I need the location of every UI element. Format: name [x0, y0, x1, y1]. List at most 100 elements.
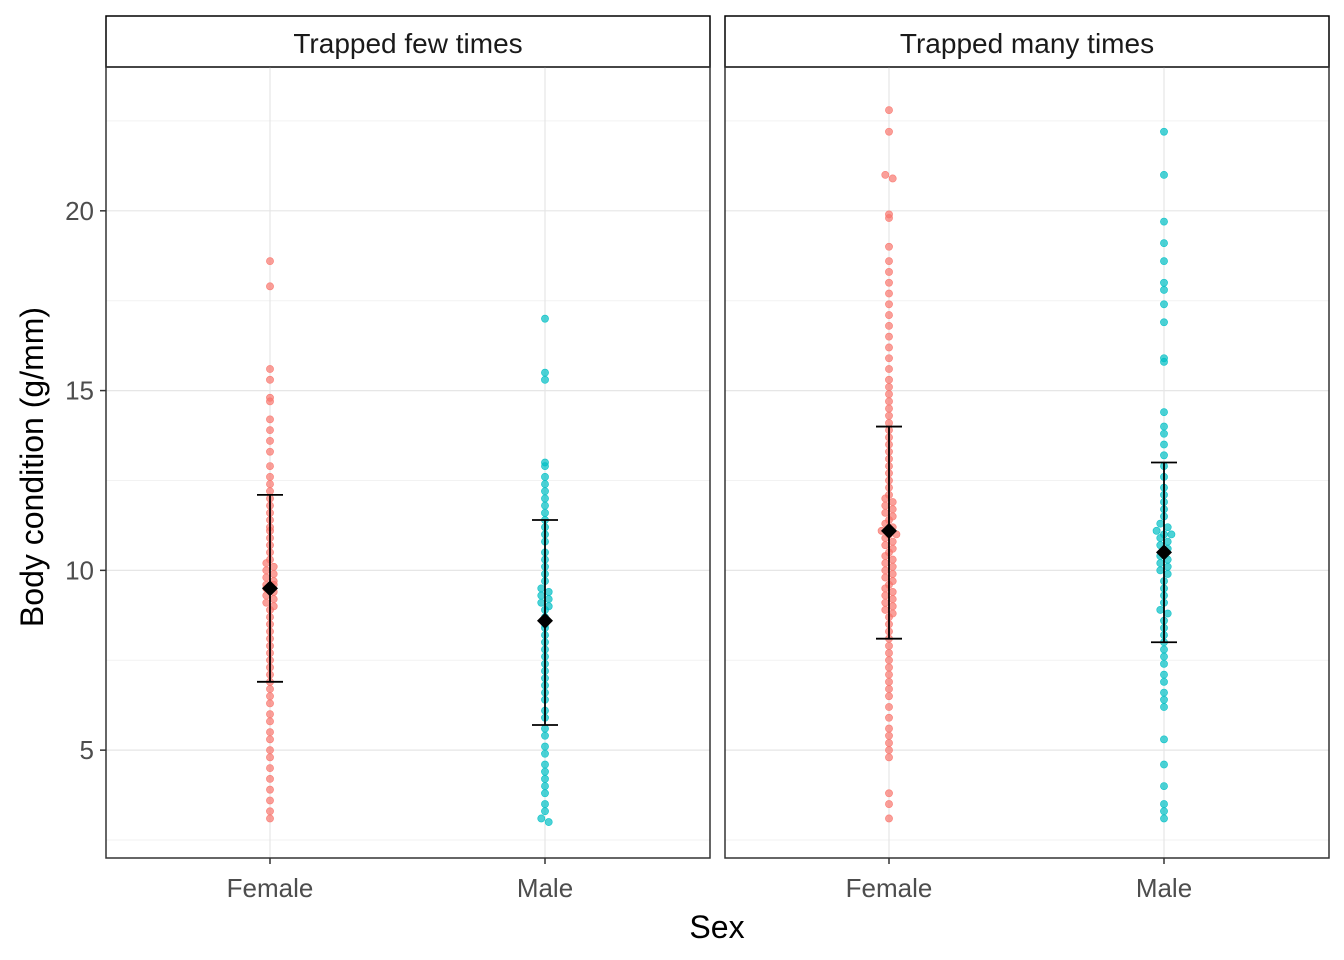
data-point-male — [537, 591, 546, 600]
data-point-female — [262, 598, 271, 607]
data-point-female — [885, 289, 893, 298]
data-point-female — [885, 242, 893, 251]
data-point-female — [266, 735, 274, 744]
data-point-male — [541, 800, 549, 808]
data-point-female — [881, 170, 890, 179]
data-point-male — [1160, 659, 1168, 668]
data-point-female — [888, 570, 897, 578]
data-point-male — [1160, 318, 1168, 327]
data-point-female — [266, 699, 274, 708]
data-point-female — [266, 685, 274, 693]
data-point-female — [885, 670, 893, 679]
data-point-female — [885, 404, 893, 413]
data-point-female — [266, 764, 274, 773]
x-tick-label-male-1: Male — [517, 873, 573, 903]
data-point-female — [888, 555, 897, 564]
data-point-female — [266, 814, 274, 823]
data-point-female — [888, 537, 897, 546]
data-point-male — [1160, 807, 1168, 816]
facet-panel-1: Trapped few times Female Male — [105, 15, 711, 903]
data-point-male — [541, 767, 549, 776]
data-point-male — [541, 462, 549, 470]
facet-strip-label-2: Trapped many times — [900, 28, 1154, 59]
data-point-male — [1160, 127, 1168, 136]
y-tick-label: 10 — [65, 555, 94, 585]
data-point-male — [1160, 670, 1168, 679]
data-point-female — [885, 419, 893, 427]
data-point-female — [881, 591, 890, 600]
data-point-female — [881, 606, 890, 614]
x-axis-title: Sex — [689, 909, 744, 945]
data-point-male — [1156, 519, 1165, 528]
data-point-female — [881, 508, 890, 517]
data-point-female — [888, 602, 897, 611]
data-point-female — [885, 641, 893, 650]
data-point-female — [885, 268, 893, 276]
panel-border-2 — [724, 66, 1330, 859]
summary-bars-1 — [257, 493, 558, 726]
data-point-female — [266, 437, 274, 445]
data-point-male — [1160, 735, 1168, 744]
data-points-2 — [877, 106, 1176, 823]
data-point-male — [541, 472, 549, 481]
data-point-female — [269, 595, 278, 604]
data-point-male — [541, 775, 549, 783]
data-point-female — [885, 257, 893, 266]
data-point-female — [885, 739, 893, 747]
data-point-male — [1152, 526, 1161, 535]
data-point-female — [885, 789, 893, 798]
data-point-male — [1156, 534, 1165, 542]
data-point-female — [885, 397, 893, 406]
data-point-male — [541, 314, 549, 323]
data-point-male — [1160, 814, 1168, 823]
data-point-female — [885, 390, 893, 399]
data-point-female — [881, 584, 890, 593]
data-point-male — [1160, 278, 1168, 287]
data-point-male — [1163, 537, 1172, 546]
data-point-female — [266, 480, 274, 488]
data-point-female — [881, 501, 890, 510]
data-point-female — [885, 300, 893, 309]
data-point-female — [885, 703, 893, 711]
data-point-female — [266, 447, 274, 456]
data-point-female — [266, 282, 274, 291]
data-point-female — [266, 487, 274, 496]
data-point-female — [266, 796, 274, 805]
data-point-female — [881, 573, 890, 582]
data-point-female — [269, 562, 278, 571]
panel-border-1 — [105, 66, 711, 859]
data-point-female — [885, 731, 893, 740]
data-point-male — [1163, 570, 1172, 578]
y-tick-label: 5 — [80, 735, 94, 765]
data-point-male — [541, 494, 549, 503]
y-tick-label: 20 — [65, 196, 94, 226]
data-point-female — [885, 724, 893, 733]
data-point-female — [266, 415, 274, 424]
data-point-male — [1163, 562, 1172, 571]
data-point-female — [262, 573, 271, 582]
data-point-female — [885, 656, 893, 665]
data-point-male — [1160, 782, 1168, 790]
data-point-female — [885, 677, 893, 686]
data-point-female — [888, 595, 897, 604]
data-point-male — [1163, 609, 1172, 618]
data-point-male — [1160, 286, 1168, 294]
data-point-female — [885, 692, 893, 701]
data-point-male — [1160, 695, 1168, 704]
data-point-male — [541, 501, 549, 510]
data-point-female — [888, 498, 897, 506]
data-point-female — [888, 588, 897, 596]
data-point-female — [266, 717, 274, 726]
data-point-female — [266, 375, 274, 384]
facet-strip-1 — [105, 15, 711, 68]
data-point-female — [885, 365, 893, 373]
data-point-male — [1160, 440, 1168, 449]
data-point-female — [885, 106, 893, 115]
x-tick-label-male-2: Male — [1136, 873, 1192, 903]
data-point-female — [881, 566, 890, 575]
data-point-male — [544, 595, 553, 604]
data-point-male — [1160, 760, 1168, 769]
data-points-1 — [262, 257, 553, 826]
mean-diamond-female — [262, 580, 278, 597]
